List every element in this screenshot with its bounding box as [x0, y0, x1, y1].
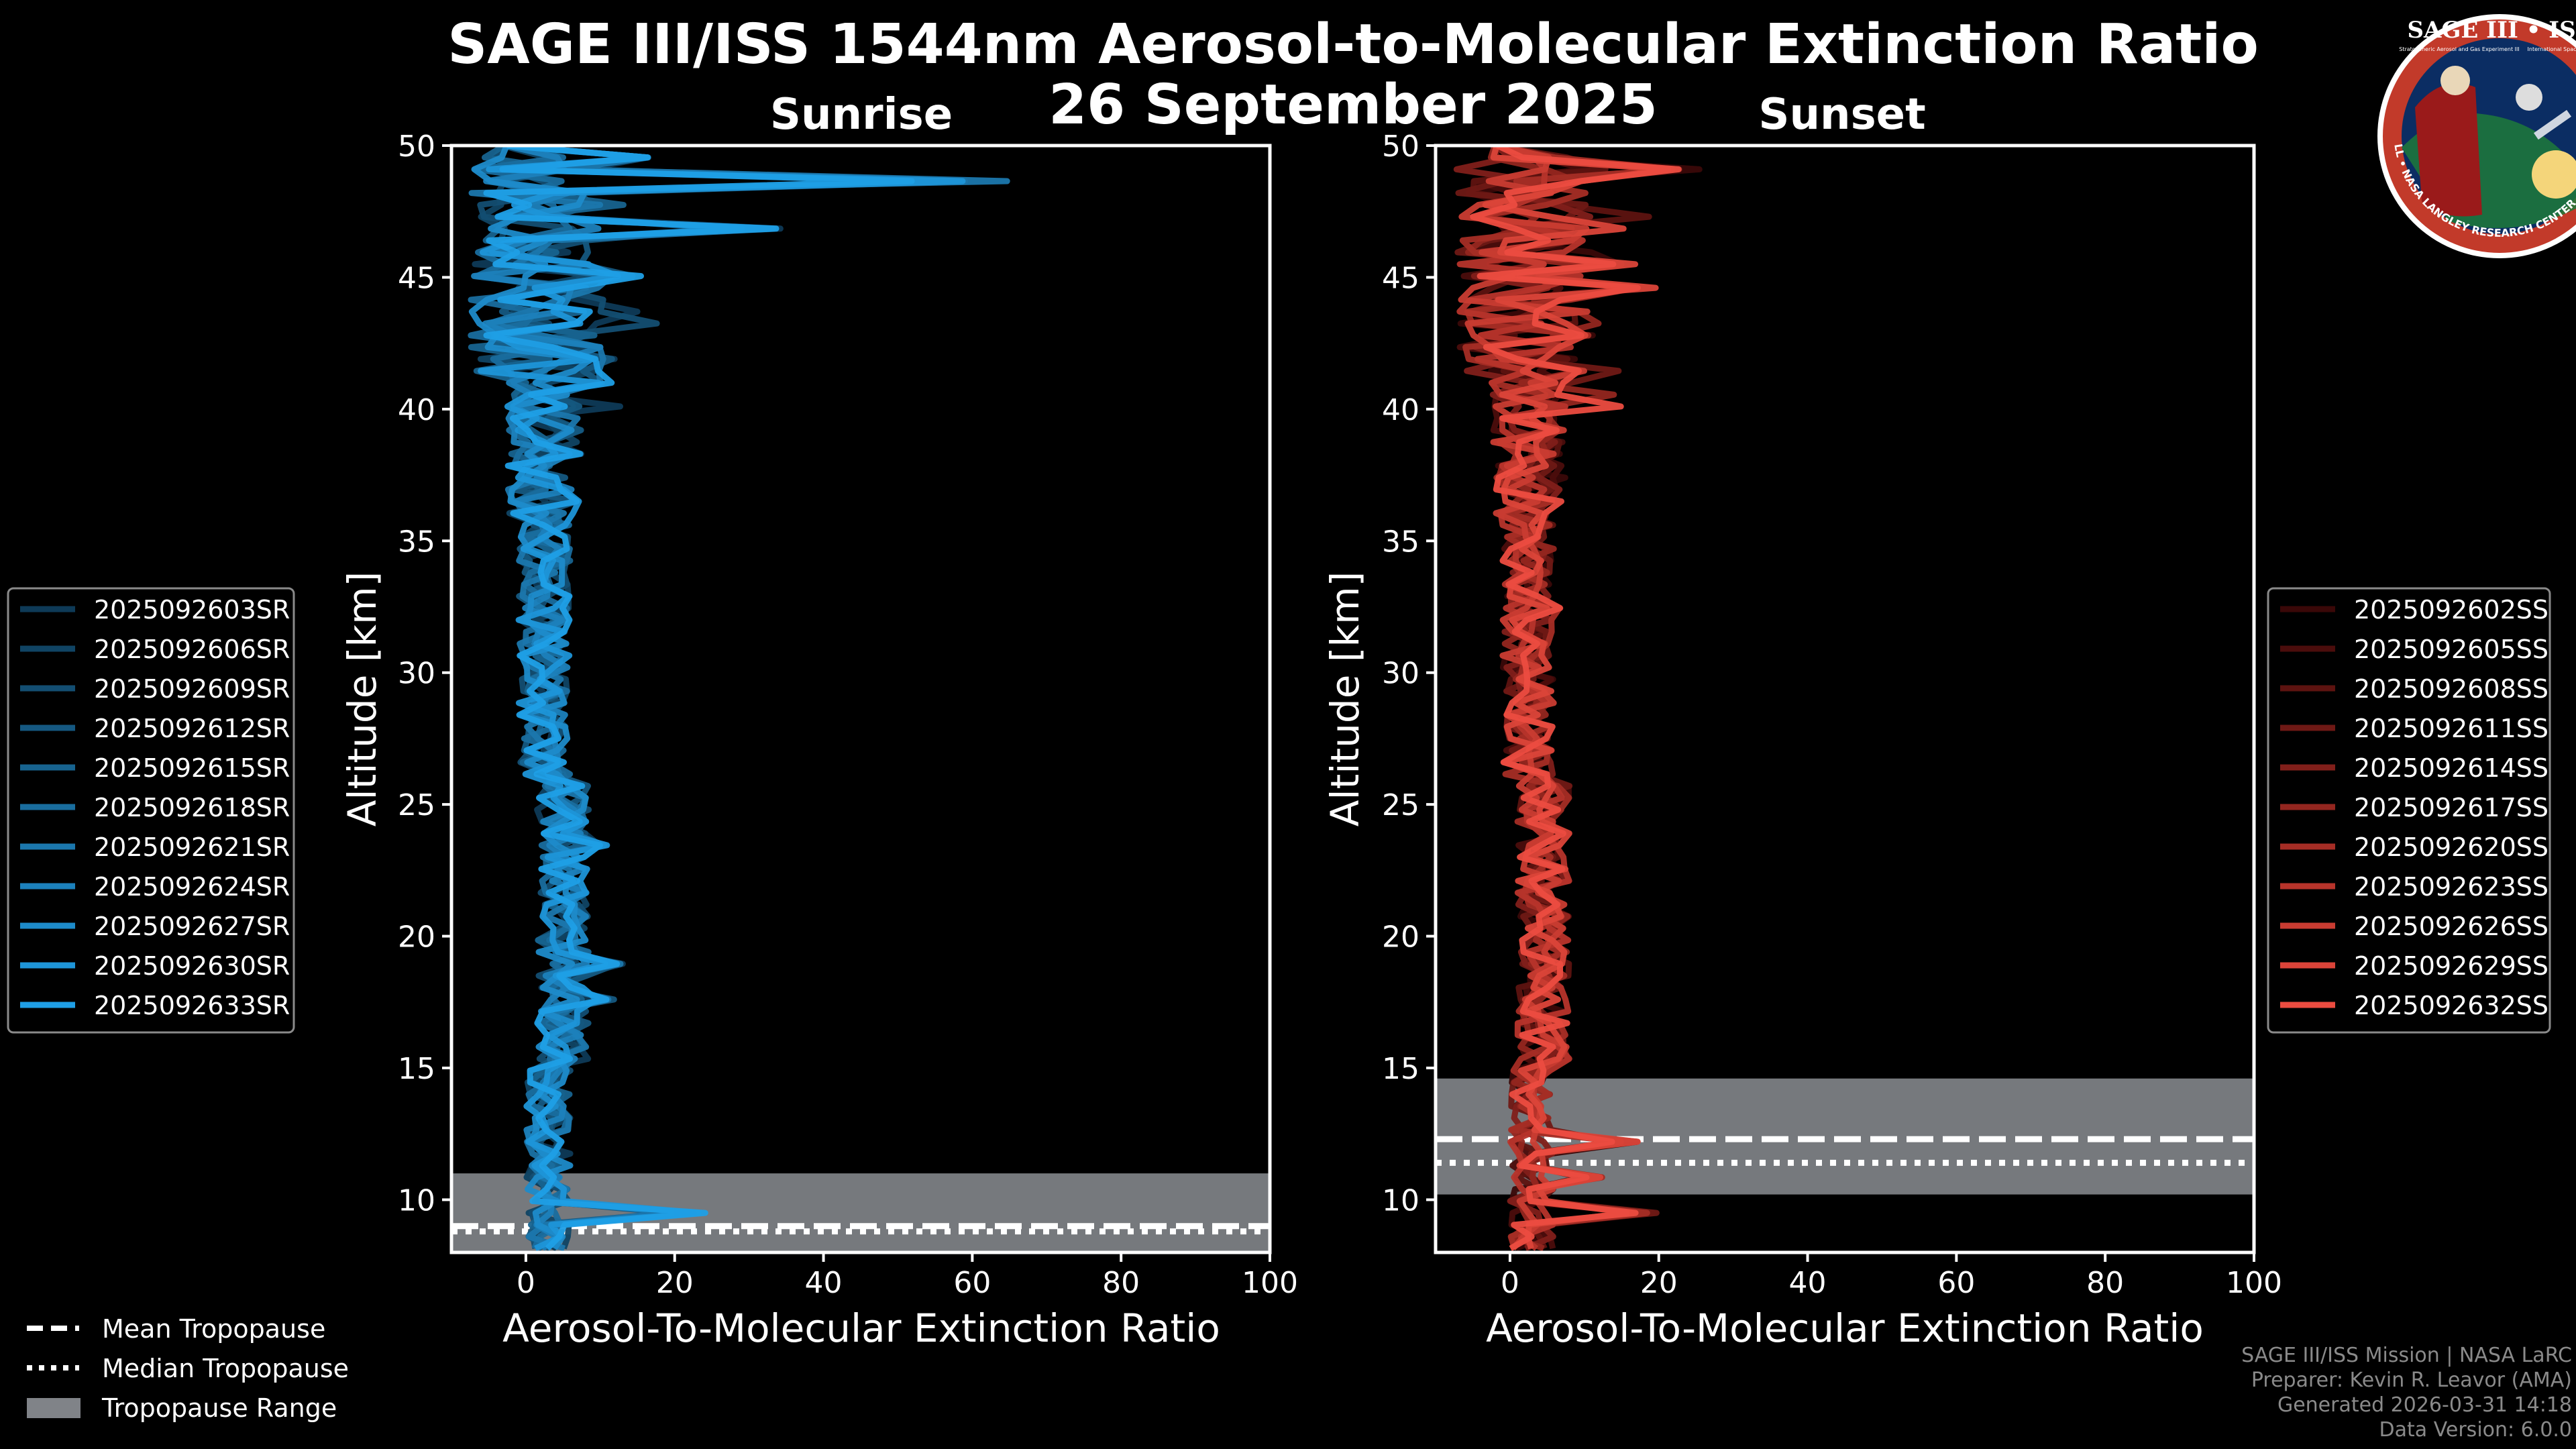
- sunset-legend-box: [2267, 587, 2551, 1034]
- sunset-series-2025092632SS: [1470, 146, 1682, 1252]
- logo-title: SAGE III • ISS: [2407, 17, 2576, 44]
- sunset-xtick-label: 60: [1937, 1266, 1975, 1300]
- sunset-legend-label: 2025092629SS: [2354, 951, 2548, 981]
- sunrise-legend-label: 2025092612SR: [94, 714, 290, 743]
- sunset-legend-label: 2025092608SS: [2354, 674, 2548, 704]
- logo-subtitle-left: Stratospheric Aerosol and Gas Experiment…: [2399, 46, 2519, 52]
- sunrise-series-2025092633SR: [483, 146, 915, 1251]
- sunrise-ytick-label: 20: [398, 920, 435, 955]
- credits-generated: Generated 2026-03-31 14:18: [2277, 1393, 2572, 1417]
- sunrise-ytick-label: 50: [398, 129, 435, 164]
- sunset-x-axis-label: Aerosol-To-Molecular Extinction Ratio: [1486, 1305, 2204, 1351]
- sunset-ytick-label: 40: [1382, 393, 1419, 427]
- sunset-panel: Sunset 10 15 20 25 30 35 40 45 50 0 20 40 60 80 100 A…: [1322, 90, 2282, 1351]
- median-tropopause-label: Median Tropopause: [102, 1354, 349, 1383]
- sunset-ytick-label: 35: [1382, 525, 1419, 559]
- sunset-xtick-label: 100: [2226, 1266, 2282, 1300]
- sunset-xtick-label: 80: [2086, 1266, 2124, 1300]
- sunrise-tropopause-range: [451, 1173, 1270, 1252]
- sunrise-xtick-label: 60: [953, 1266, 991, 1300]
- sunset-panel-title: Sunset: [1758, 90, 1925, 140]
- sunset-xtick-label: 0: [1501, 1266, 1519, 1300]
- sunset-ytick-label: 10: [1382, 1183, 1419, 1218]
- sunset-legend-label: 2025092611SS: [2354, 714, 2548, 743]
- sunset-ytick-label: 30: [1382, 657, 1419, 691]
- sunset-legend: 2025092602SS 2025092605SS 2025092608SS 2025…: [2267, 587, 2551, 1034]
- sunset-legend-label: 2025092614SS: [2354, 753, 2548, 783]
- tropopause-range-label: Tropopause Range: [101, 1393, 337, 1423]
- chart-date: 26 September 2025: [1049, 73, 1658, 137]
- sunrise-xtick-label: 20: [656, 1266, 694, 1300]
- sunset-legend-label: 2025092617SS: [2354, 793, 2548, 822]
- sunrise-ytick-label: 45: [398, 261, 435, 295]
- sunset-ytick-label: 20: [1382, 920, 1419, 955]
- sunrise-ytick-label: 25: [398, 788, 435, 822]
- logo-sun: [2532, 150, 2576, 199]
- sunrise-x-axis-label: Aerosol-To-Molecular Extinction Ratio: [502, 1305, 1220, 1351]
- sunrise-plot-frame: [449, 144, 1272, 1254]
- sunrise-legend-label: 2025092615SR: [94, 753, 290, 783]
- credits-mission: SAGE III/ISS Mission | NASA LaRC: [2241, 1344, 2572, 1367]
- sunrise-ytick-label: 15: [398, 1052, 435, 1086]
- sunrise-ytick-label: 40: [398, 393, 435, 427]
- tropopause-legend: Mean Tropopause Median Tropopause Tropop…: [27, 1314, 349, 1423]
- chart-title: SAGE III/ISS 1544nm Aerosol-to-Molecular…: [447, 13, 2259, 76]
- sunrise-ytick-label: 30: [398, 657, 435, 691]
- sunrise-xtick-label: 40: [805, 1266, 843, 1300]
- sunset-ytick-label: 45: [1382, 261, 1419, 295]
- credits-preparer: Preparer: Kevin R. Leavor (AMA): [2251, 1368, 2572, 1392]
- sunset-ytick-label: 50: [1382, 129, 1419, 164]
- sunrise-legend-box: [7, 587, 295, 1034]
- sunrise-legend-label: 2025092627SR: [94, 912, 290, 941]
- sunset-legend-label: 2025092623SS: [2354, 872, 2548, 902]
- logo-subtitle-right: International Space Station: [2528, 46, 2576, 52]
- sunrise-legend-label: 2025092609SR: [94, 674, 290, 704]
- sunset-series-2025092626SS: [1458, 146, 1591, 1251]
- sunrise-legend-label: 2025092618SR: [94, 793, 290, 822]
- sunrise-xtick-label: 100: [1242, 1266, 1298, 1300]
- sunrise-legend-label: 2025092624SR: [94, 872, 290, 902]
- sunset-y-axis-label: Altitude [km]: [1322, 572, 1368, 826]
- logo-figure-head: [2440, 66, 2470, 95]
- sunrise-ytick-label: 10: [398, 1183, 435, 1218]
- tropopause-range-swatch: [27, 1398, 80, 1418]
- sunset-ytick-label: 15: [1382, 1052, 1419, 1086]
- sunset-legend-label: 2025092602SS: [2354, 595, 2548, 625]
- sunset-xtick-label: 20: [1640, 1266, 1678, 1300]
- sunrise-y-axis-label: Altitude [km]: [339, 572, 385, 826]
- credits-block: SAGE III/ISS Mission | NASA LaRC Prepare…: [2241, 1343, 2572, 1442]
- sunrise-legend-label: 2025092603SR: [94, 595, 290, 625]
- sunset-legend-label: 2025092626SS: [2354, 912, 2548, 941]
- sunset-legend-label: 2025092605SS: [2354, 635, 2548, 664]
- sunrise-panel-title: Sunrise: [770, 90, 953, 140]
- sunrise-xtick-label: 0: [517, 1266, 535, 1300]
- sunrise-legend: 2025092603SR 2025092606SR 2025092609SR 2025…: [7, 587, 295, 1034]
- sunrise-legend-label: 2025092633SR: [94, 991, 290, 1020]
- logo-moon: [2516, 84, 2542, 111]
- sunset-xtick-label: 40: [1789, 1266, 1827, 1300]
- sunset-plot-frame: [1434, 144, 2256, 1254]
- sunrise-xtick-label: 80: [1102, 1266, 1140, 1300]
- sunrise-legend-label: 2025092630SR: [94, 951, 290, 981]
- logo-space-station: [2533, 109, 2572, 140]
- sunrise-legend-label: 2025092606SR: [94, 635, 290, 664]
- logo-figure-robe: [2415, 83, 2482, 217]
- sunset-legend-label: 2025092620SS: [2354, 833, 2548, 862]
- sunset-ytick-label: 25: [1382, 788, 1419, 822]
- sunrise-ytick-label: 35: [398, 525, 435, 559]
- sunset-legend-label: 2025092632SS: [2354, 991, 2548, 1020]
- sunrise-legend-label: 2025092621SR: [94, 833, 290, 862]
- mean-tropopause-label: Mean Tropopause: [102, 1314, 325, 1344]
- credits-data-version: Data Version: 6.0.0: [2379, 1418, 2572, 1442]
